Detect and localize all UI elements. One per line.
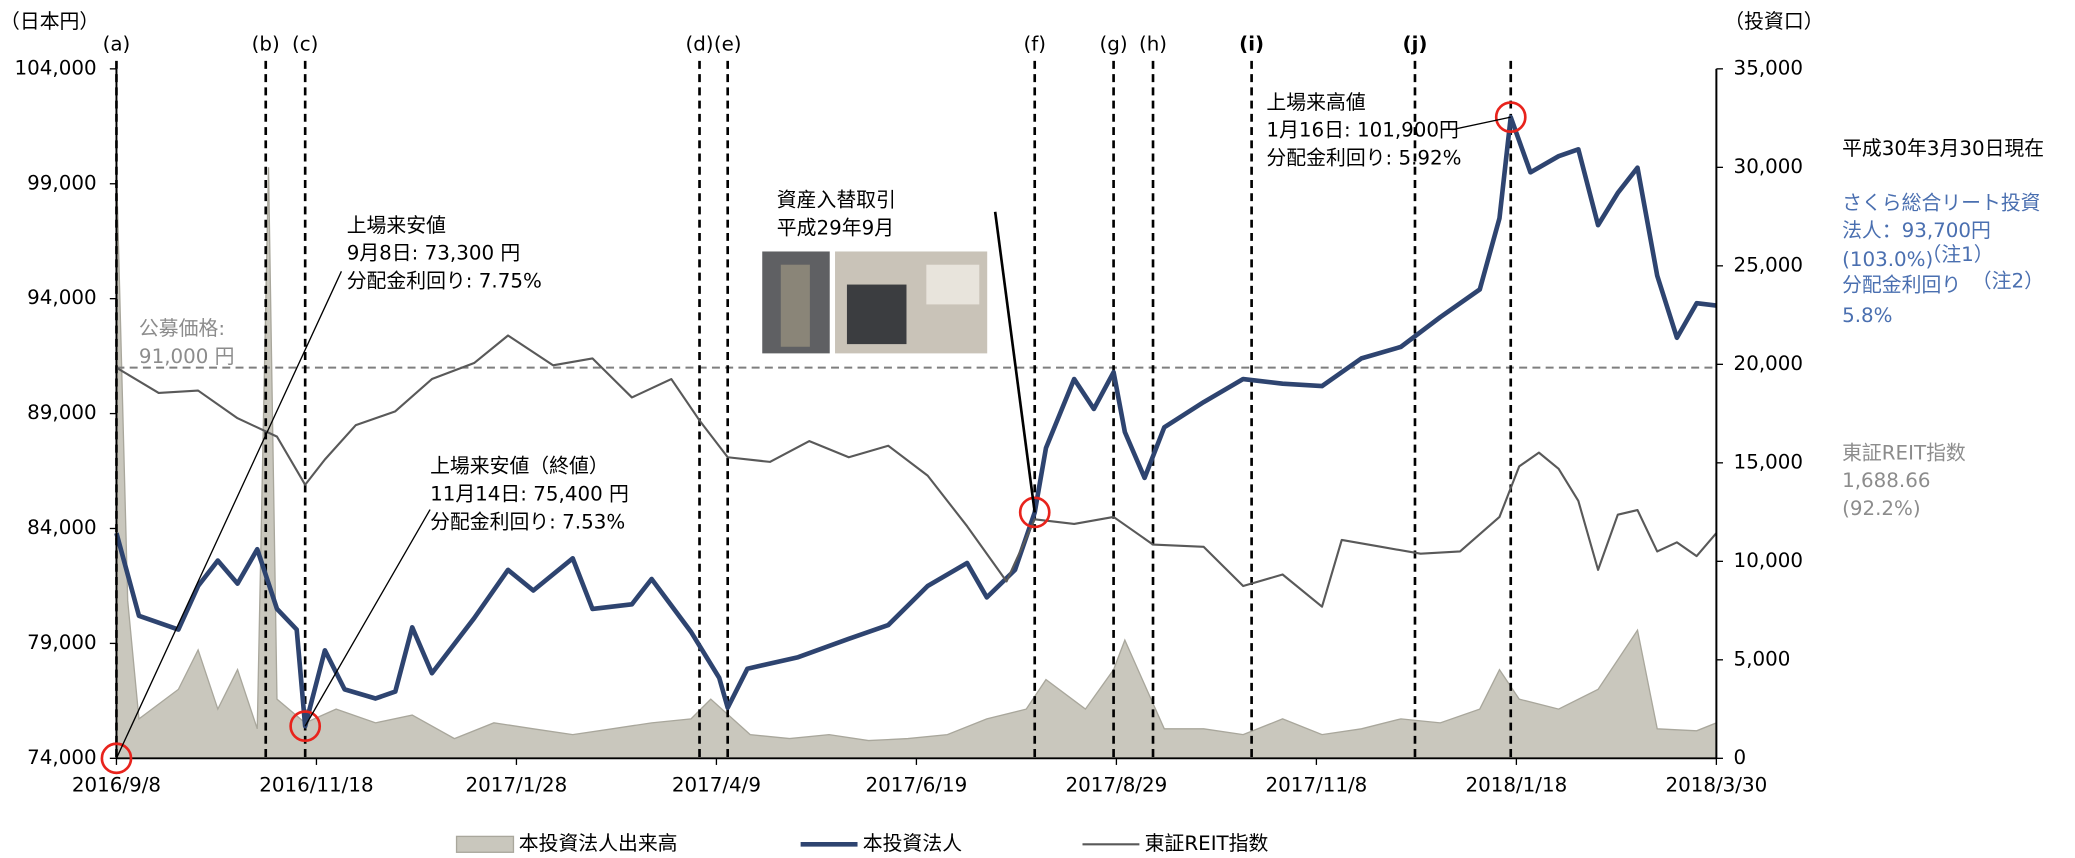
event-label: (e) (714, 33, 742, 56)
y-tick-label: 79,000 (27, 631, 96, 654)
y2-tick-label: 5,000 (1734, 647, 1791, 670)
annotation-pointer (993, 211, 1037, 513)
photo-interior-detail (926, 264, 980, 305)
highlight-circle (289, 710, 322, 743)
side-index: 東証REIT指数 (1842, 441, 1966, 464)
y-tick-label: 84,000 (27, 516, 96, 539)
event-label: (a) (103, 33, 131, 56)
event-label: (d) (685, 33, 713, 56)
photo-building-detail (780, 264, 810, 347)
highlight-circle (1018, 496, 1051, 529)
legend-swatch (455, 835, 515, 853)
x-tick-label: 2018/1/18 (1466, 774, 1568, 797)
highlight-circle (1494, 101, 1527, 133)
reference-label: 91,000 円 (139, 345, 235, 368)
event-label: (b) (252, 33, 280, 56)
annotation-text: 分配金利回り: 7.53% (430, 510, 625, 533)
line-series (115, 334, 1718, 608)
y2-tick-label: 0 (1734, 746, 1747, 769)
event-label: (i) (1239, 33, 1264, 56)
y2-tick-label: 15,000 (1734, 450, 1803, 473)
y-tick-label: 104,000 (15, 56, 97, 79)
annotation-text: 上場来高値 (1266, 91, 1365, 114)
annotation-text: 11月14日: 75,400 円 (430, 482, 629, 505)
y-tick-label: 94,000 (27, 286, 96, 309)
y2-tick-label: 10,000 (1734, 549, 1803, 572)
annotation-pointer (115, 271, 343, 759)
side-fund: (103.0%) (1842, 248, 1933, 271)
highlight-circle (100, 742, 133, 775)
annotation-text: 分配金利回り: 7.75% (347, 269, 542, 292)
annotation-text: 上場来安値（終値） (430, 455, 609, 478)
annotation-text: 9月8日: 73,300 円 (347, 242, 521, 265)
annotation-pointer (1451, 116, 1511, 131)
y2-tick-label: 20,000 (1734, 352, 1803, 375)
side-date: 平成30年3月30日現在 (1842, 137, 2044, 160)
line-series (114, 114, 1717, 729)
x-tick-label: 2018/3/30 (1665, 774, 1767, 797)
volume-area (115, 167, 1718, 759)
y2-axis-title: （投資口） (1724, 10, 1823, 33)
event-label: (f) (1023, 33, 1045, 56)
event-label: (h) (1139, 33, 1167, 56)
x-tick-label: 2017/8/29 (1066, 774, 1168, 797)
y-tick-label: 99,000 (27, 171, 96, 194)
x-tick-label: 2017/6/19 (866, 774, 968, 797)
event-label: (g) (1100, 33, 1128, 56)
x-tick-label: 2017/11/8 (1266, 774, 1368, 797)
y-tick-label: 89,000 (27, 401, 96, 424)
y2-tick-label: 30,000 (1734, 155, 1803, 178)
side-index: (92.2%) (1842, 497, 1921, 520)
side-fund: 法人：93,700円 (1842, 219, 1991, 242)
legend-label: 本投資法人 (863, 832, 962, 855)
annotation-text: 上場来安値 (347, 214, 446, 237)
annotation-text: 平成29年9月 (777, 216, 894, 239)
x-tick-label: 2017/1/28 (466, 774, 568, 797)
legend-label: 東証REIT指数 (1145, 832, 1269, 855)
reference-title: 公募価格: (139, 317, 225, 340)
event-label: (j) (1403, 33, 1428, 56)
side-fund: さくら総合リート投資 (1842, 191, 2040, 214)
y2-tick-label: 35,000 (1734, 56, 1803, 79)
y-axis-title: （日本円） (0, 10, 99, 33)
annotation-text: 資産入替取引 (777, 189, 896, 212)
x-tick-label: 2017/4/9 (672, 774, 761, 797)
photo-interior-detail (846, 284, 907, 345)
side-note-ref: （注1） (1921, 243, 1993, 266)
annotation-pointer (304, 509, 431, 727)
y-tick-label: 74,000 (27, 746, 96, 769)
x-tick-label: 2016/11/18 (259, 774, 373, 797)
event-label: (c) (292, 33, 318, 56)
x-tick-label: 2016/9/8 (72, 774, 161, 797)
annotation-text: 分配金利回り: 5.92% (1266, 146, 1461, 169)
side-fund: 分配金利回り (1842, 273, 1961, 296)
side-note-ref: （注2） (1972, 269, 2044, 292)
side-fund: 5.8% (1842, 304, 1892, 327)
y2-tick-label: 25,000 (1734, 253, 1803, 276)
side-index: 1,688.66 (1842, 469, 1930, 492)
legend-label: 本投資法人出来高 (519, 832, 678, 855)
annotation-text: 1月16日: 101,900円 (1266, 119, 1458, 142)
